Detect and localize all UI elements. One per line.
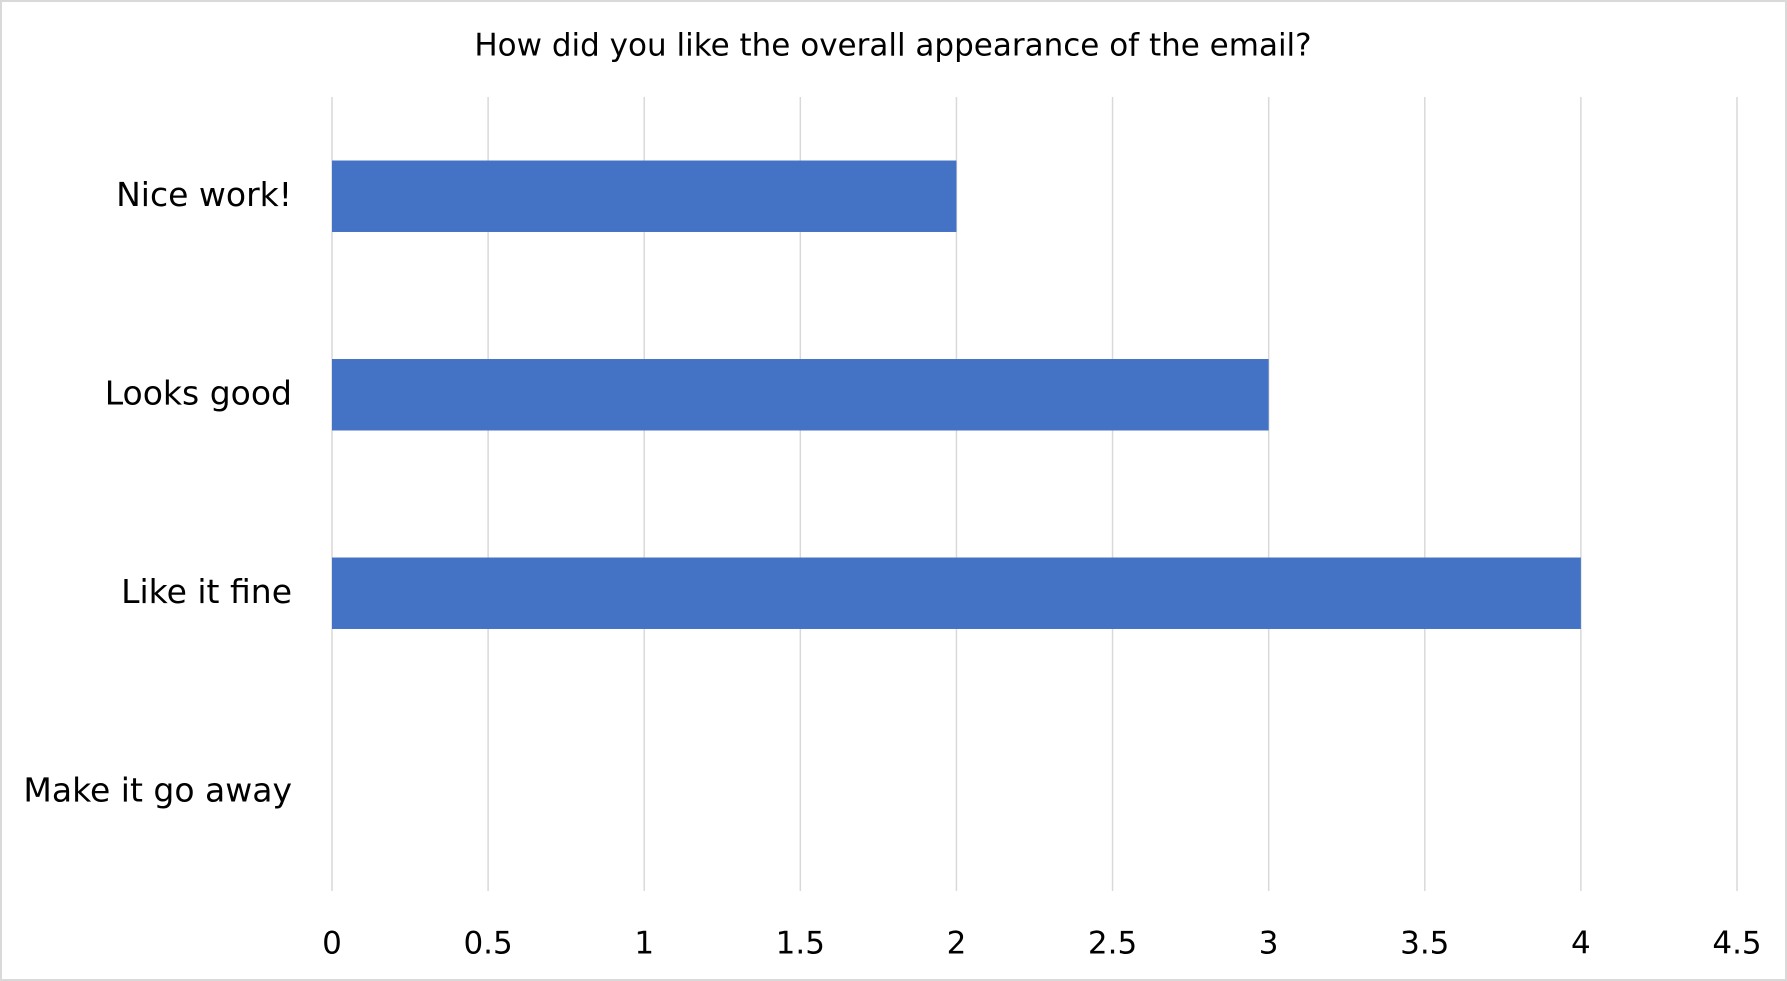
x-tick-label: 3 — [1259, 926, 1279, 962]
x-tick-label: 4.5 — [1712, 926, 1761, 962]
y-tick-label: Looks good — [105, 373, 292, 412]
x-tick-label: 0.5 — [463, 926, 512, 962]
x-tick-label: 2 — [947, 926, 967, 962]
x-tick-label: 3.5 — [1400, 926, 1449, 962]
bar — [332, 557, 1581, 629]
x-tick-label: 1.5 — [776, 926, 825, 962]
x-tick-label: 2.5 — [1088, 926, 1137, 962]
y-tick-label: Nice work! — [116, 175, 292, 214]
bar — [332, 160, 957, 232]
x-tick-label: 1 — [634, 926, 654, 962]
x-tick-label: 4 — [1571, 926, 1591, 962]
y-tick-label: Like it fine — [121, 572, 292, 611]
y-tick-label: Make it go away — [23, 770, 292, 809]
bar — [332, 359, 1269, 431]
chart-title: How did you like the overall appearance … — [474, 28, 1311, 64]
x-tick-label: 0 — [322, 926, 342, 962]
